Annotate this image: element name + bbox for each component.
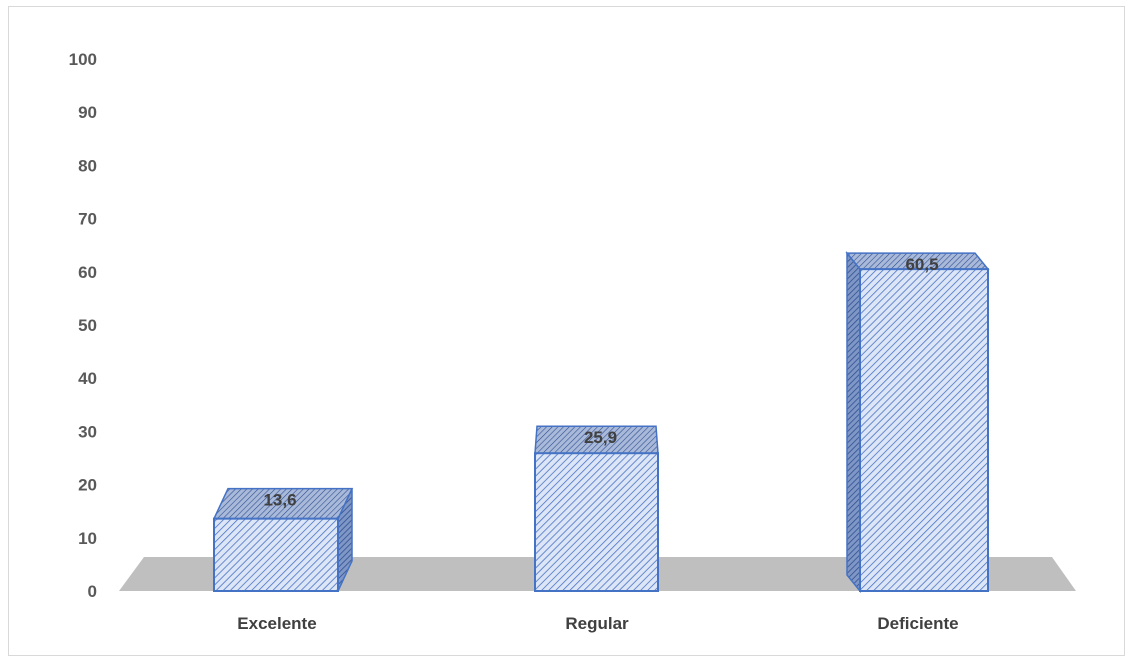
data-label: 13,6 bbox=[263, 491, 296, 510]
bar-excelente: 13,6 bbox=[212, 487, 354, 593]
bar-regular: 25,9 bbox=[534, 425, 659, 592]
y-tick-label: 50 bbox=[78, 316, 97, 335]
x-category-label: Deficiente bbox=[877, 614, 958, 633]
x-category-label: Regular bbox=[565, 614, 629, 633]
y-tick-label: 10 bbox=[78, 529, 97, 548]
y-axis: 0 10 20 30 40 50 60 70 80 90 100 bbox=[69, 50, 97, 601]
y-tick-label: 60 bbox=[78, 263, 97, 282]
data-label: 25,9 bbox=[584, 428, 617, 447]
x-axis: Excelente Regular Deficiente bbox=[237, 614, 958, 633]
y-tick-label: 70 bbox=[78, 210, 97, 229]
x-category-label: Excelente bbox=[237, 614, 316, 633]
bar-deficiente: 60,5 bbox=[845, 251, 990, 594]
bar-side-face bbox=[846, 251, 861, 594]
bar-front-face bbox=[213, 517, 339, 593]
y-tick-label: 30 bbox=[78, 422, 97, 441]
data-label: 60,5 bbox=[905, 255, 938, 274]
y-tick-label: 40 bbox=[78, 369, 97, 388]
bar-front-face bbox=[534, 452, 659, 592]
y-tick-label: 0 bbox=[88, 582, 97, 601]
bar-front-face bbox=[859, 268, 989, 592]
y-tick-label: 20 bbox=[78, 476, 97, 495]
bars-group: 13,6 25,9 60,5 bbox=[212, 251, 990, 594]
y-tick-label: 90 bbox=[78, 103, 97, 122]
y-tick-label: 80 bbox=[78, 156, 97, 175]
y-tick-label: 100 bbox=[69, 50, 97, 69]
